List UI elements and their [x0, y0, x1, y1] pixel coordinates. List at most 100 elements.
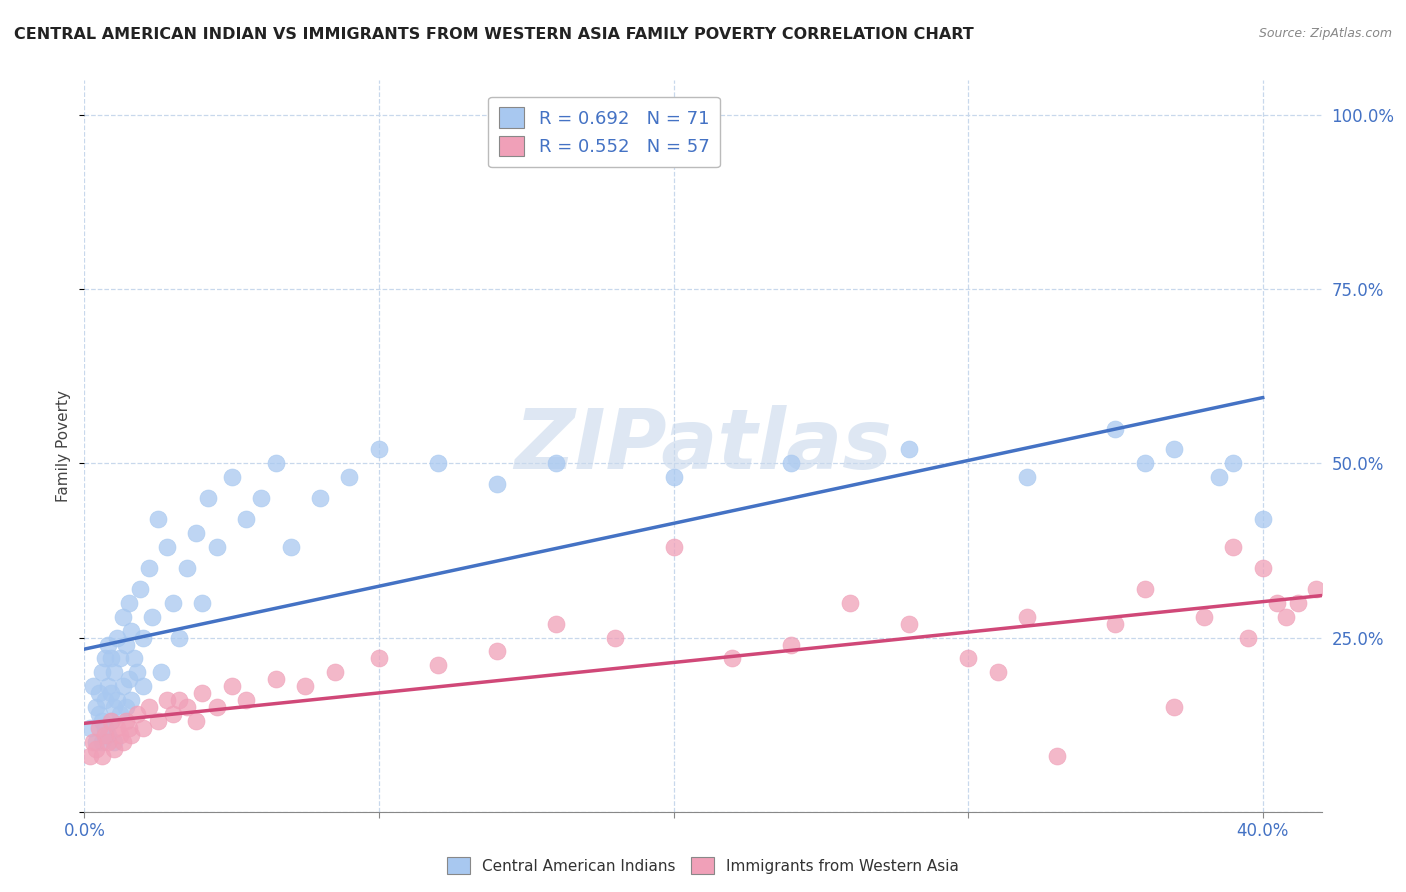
Point — [1275, 609, 1298, 624]
Point — [197, 491, 219, 506]
Point — [1237, 631, 1260, 645]
Point — [662, 540, 685, 554]
Point — [94, 693, 117, 707]
Point — [132, 631, 155, 645]
Point — [121, 693, 143, 707]
Point — [111, 679, 134, 693]
Point — [898, 616, 921, 631]
Point — [94, 721, 117, 735]
Point — [156, 540, 179, 554]
Point — [294, 679, 316, 693]
Point — [105, 693, 128, 707]
Point — [264, 673, 287, 687]
Point — [108, 728, 131, 742]
Point — [132, 679, 155, 693]
Point — [721, 651, 744, 665]
Point — [1015, 609, 1038, 624]
Point — [1251, 512, 1274, 526]
Point — [485, 644, 508, 658]
Point — [898, 442, 921, 457]
Point — [156, 693, 179, 707]
Point — [167, 631, 190, 645]
Point — [103, 742, 125, 756]
Point — [839, 596, 862, 610]
Point — [603, 631, 626, 645]
Point — [1133, 582, 1156, 596]
Point — [100, 686, 122, 700]
Point — [426, 658, 449, 673]
Point — [82, 679, 104, 693]
Point — [1045, 749, 1067, 764]
Point — [780, 457, 803, 471]
Point — [368, 651, 391, 665]
Point — [84, 742, 107, 756]
Point — [108, 707, 131, 722]
Point — [91, 714, 114, 728]
Point — [94, 728, 117, 742]
Point — [221, 679, 243, 693]
Point — [191, 686, 214, 700]
Point — [205, 540, 228, 554]
Point — [1133, 457, 1156, 471]
Point — [111, 609, 134, 624]
Point — [97, 638, 120, 652]
Point — [103, 700, 125, 714]
Point — [146, 512, 169, 526]
Point — [1324, 561, 1347, 575]
Point — [162, 707, 184, 722]
Point — [124, 651, 146, 665]
Point — [221, 470, 243, 484]
Point — [79, 721, 101, 735]
Point — [129, 582, 152, 596]
Point — [1104, 421, 1126, 435]
Point — [1163, 700, 1185, 714]
Y-axis label: Family Poverty: Family Poverty — [56, 390, 72, 502]
Point — [1305, 582, 1327, 596]
Point — [127, 665, 149, 680]
Point — [309, 491, 332, 506]
Point — [426, 457, 449, 471]
Point — [1222, 540, 1244, 554]
Point — [138, 700, 160, 714]
Point — [191, 596, 214, 610]
Point — [97, 735, 120, 749]
Point — [132, 721, 155, 735]
Point — [138, 561, 160, 575]
Point — [485, 477, 508, 491]
Point — [127, 707, 149, 722]
Point — [205, 700, 228, 714]
Point — [368, 442, 391, 457]
Point — [105, 631, 128, 645]
Point — [87, 707, 110, 722]
Point — [987, 665, 1010, 680]
Point — [1222, 457, 1244, 471]
Point — [544, 616, 567, 631]
Point — [280, 540, 302, 554]
Point — [87, 721, 110, 735]
Point — [149, 665, 172, 680]
Point — [100, 714, 122, 728]
Point — [121, 624, 143, 638]
Point — [114, 700, 136, 714]
Text: CENTRAL AMERICAN INDIAN VS IMMIGRANTS FROM WESTERN ASIA FAMILY POVERTY CORRELATI: CENTRAL AMERICAN INDIAN VS IMMIGRANTS FR… — [14, 27, 974, 42]
Legend: Central American Indians, Immigrants from Western Asia: Central American Indians, Immigrants fro… — [441, 851, 965, 880]
Point — [1286, 596, 1309, 610]
Point — [82, 735, 104, 749]
Point — [84, 700, 107, 714]
Point — [103, 665, 125, 680]
Point — [100, 714, 122, 728]
Point — [186, 526, 208, 541]
Point — [117, 673, 139, 687]
Point — [780, 638, 803, 652]
Point — [186, 714, 208, 728]
Point — [97, 728, 120, 742]
Point — [544, 457, 567, 471]
Point — [662, 470, 685, 484]
Point — [117, 721, 139, 735]
Point — [146, 714, 169, 728]
Point — [91, 735, 114, 749]
Text: Source: ZipAtlas.com: Source: ZipAtlas.com — [1258, 27, 1392, 40]
Point — [114, 714, 136, 728]
Point — [235, 512, 257, 526]
Point — [114, 638, 136, 652]
